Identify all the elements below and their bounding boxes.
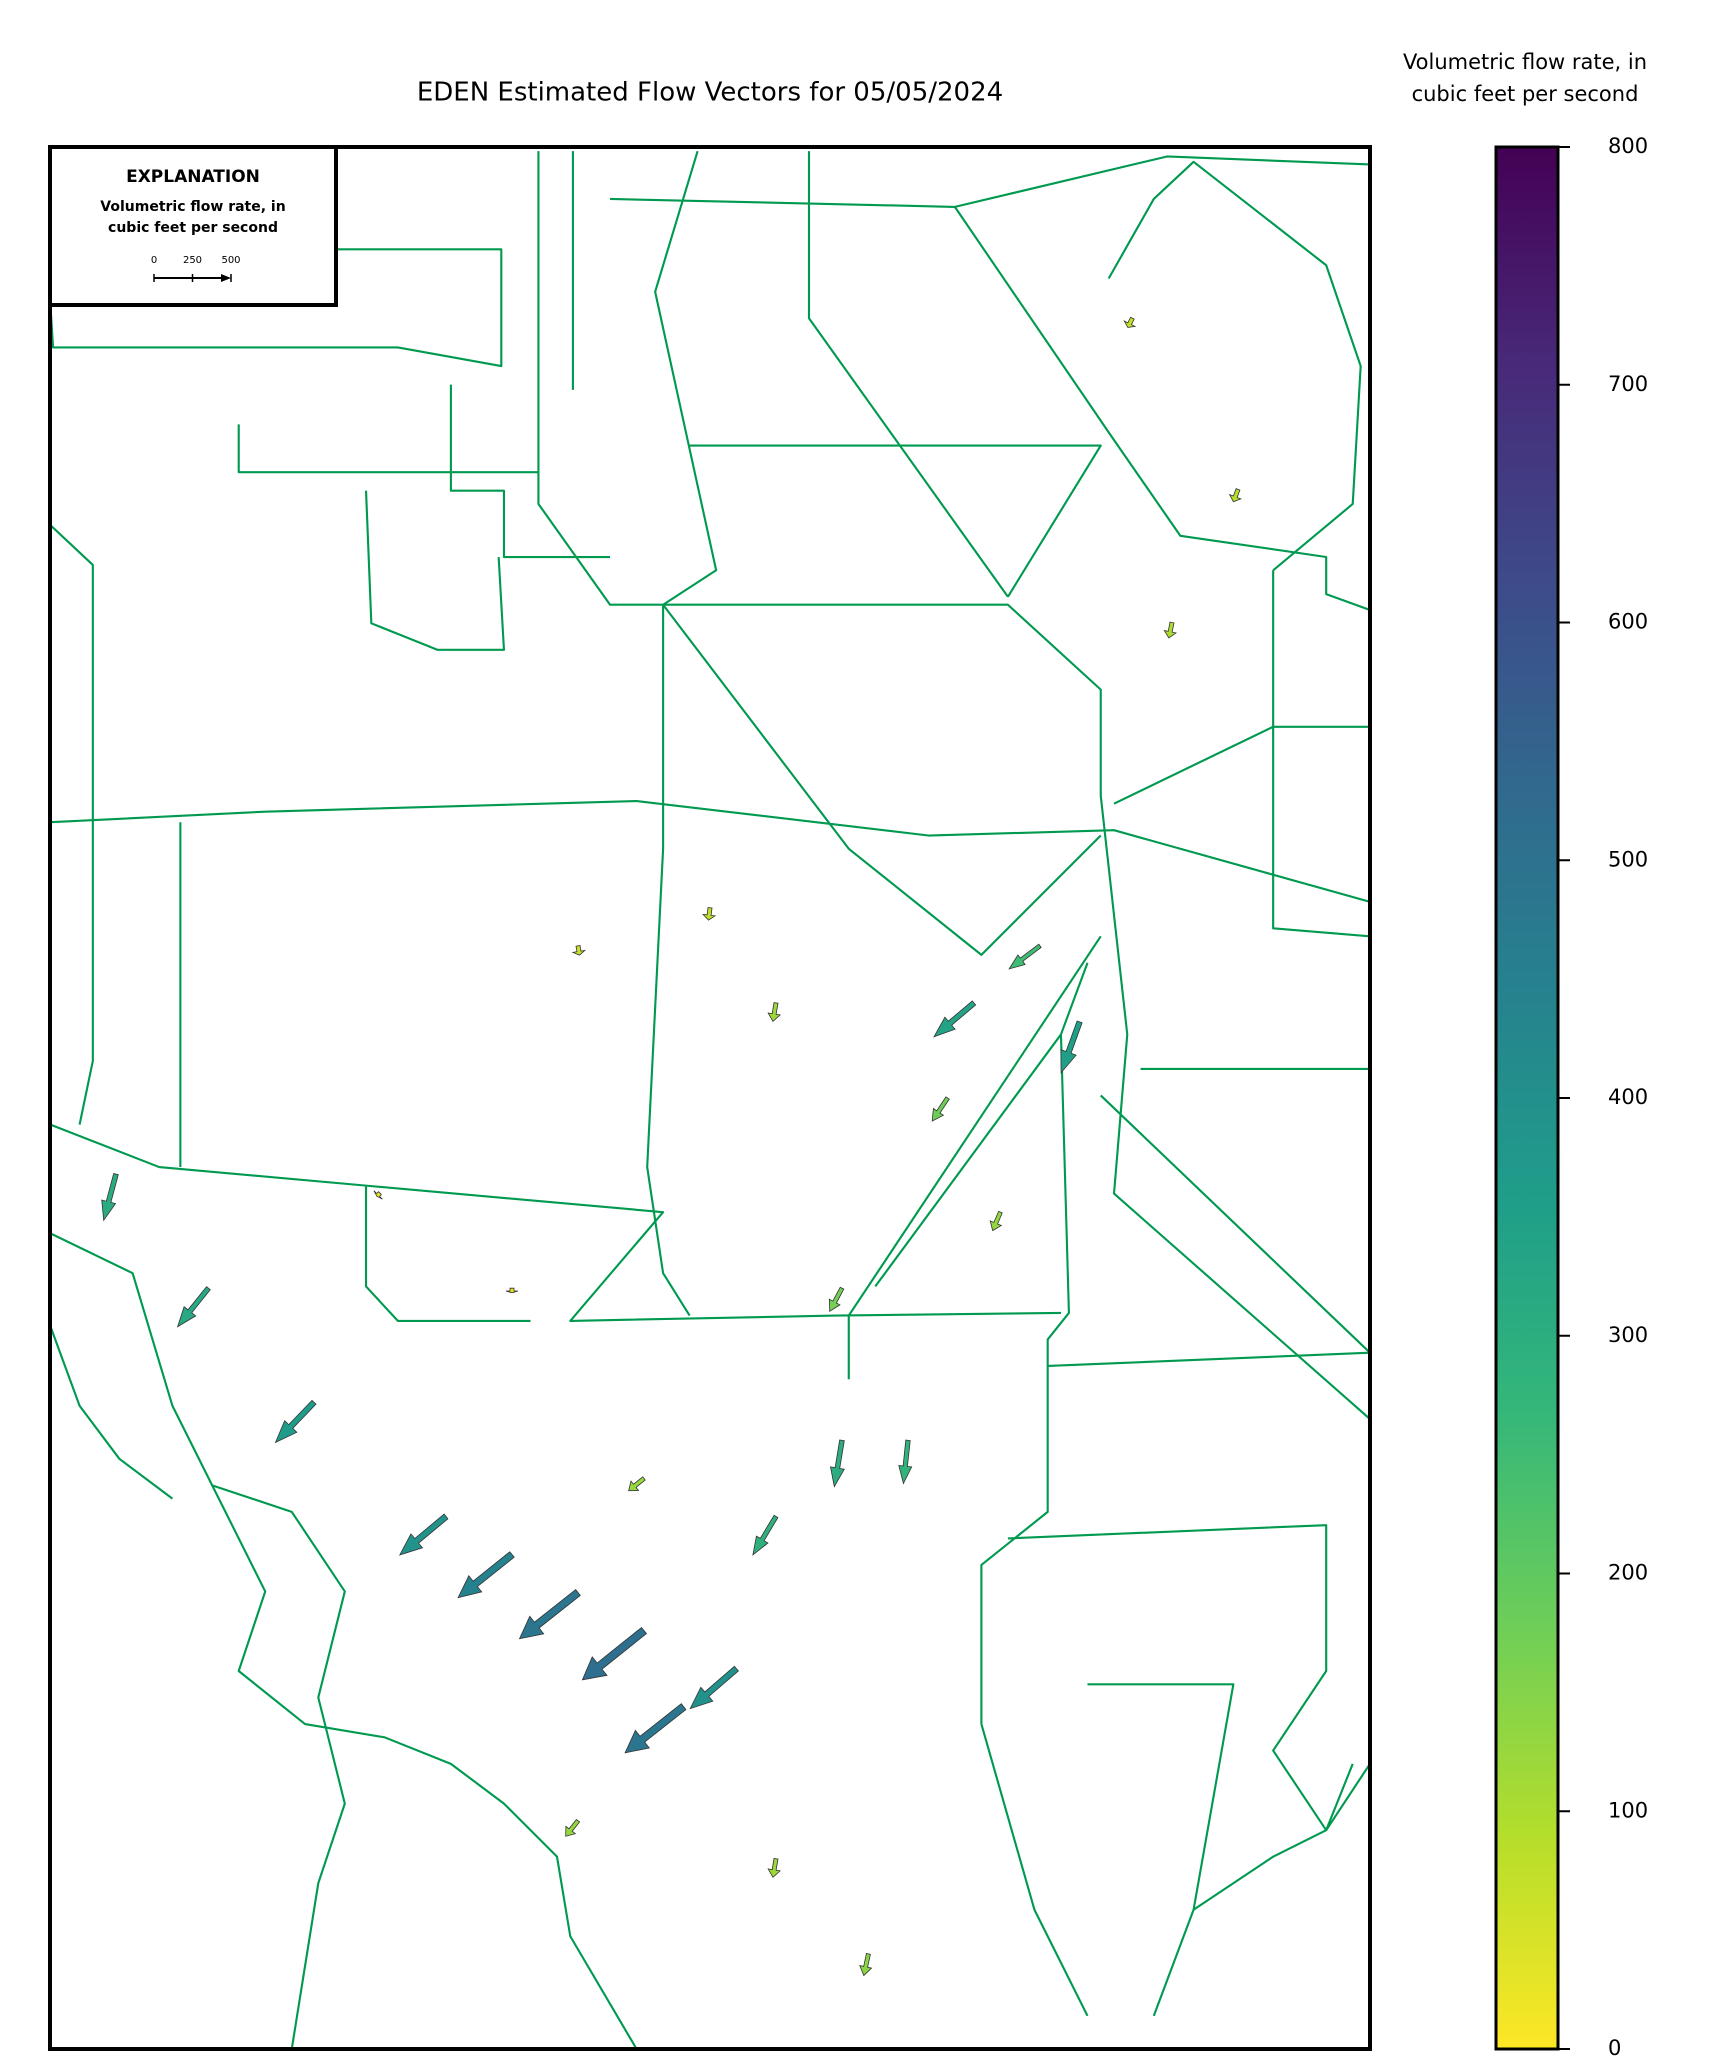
- flow-vector: [1008, 943, 1042, 970]
- explanation-title: EXPLANATION: [126, 167, 260, 187]
- colorbar-tick-label: 300: [1608, 1323, 1648, 1347]
- flow-vector: [898, 1439, 913, 1485]
- flow-vector: [571, 945, 587, 956]
- colorbar-tick-label: 0: [1608, 2036, 1621, 2060]
- colorbar-tick-label: 600: [1608, 610, 1648, 634]
- colorbar-tick-label: 200: [1608, 1561, 1648, 1585]
- flow-vector: [828, 1286, 845, 1313]
- colorbar-tick-label: 500: [1608, 847, 1648, 871]
- flow-vector: [274, 1399, 317, 1444]
- flow-vector: [829, 1439, 845, 1488]
- flow-vector: [101, 1173, 119, 1222]
- flow-vector: [624, 1703, 687, 1754]
- flow-vector: [176, 1286, 211, 1328]
- colorbar-tick-label: 100: [1608, 1798, 1648, 1822]
- flow-vector: [518, 1589, 581, 1640]
- map-frame: [48, 145, 1372, 2051]
- flow-vector: [581, 1626, 648, 1681]
- map-features: [50, 150, 1370, 2049]
- colorbar: [1494, 145, 1560, 2051]
- flow-vector: [1123, 316, 1137, 328]
- vector-layer: [101, 316, 1242, 1977]
- flow-vector: [859, 1953, 873, 1977]
- flow-vector: [989, 1210, 1003, 1232]
- flow-vector: [933, 1000, 977, 1038]
- flow-vector: [1163, 621, 1177, 639]
- colorbar-tick-label: 700: [1608, 372, 1648, 396]
- chart-title: EDEN Estimated Flow Vectors for 05/05/20…: [417, 78, 1003, 108]
- flow-vector: [767, 1002, 781, 1023]
- flow-vector: [628, 1476, 646, 1492]
- explanation-label: Volumetric flow rate, in: [100, 199, 285, 215]
- flow-vector: [373, 1190, 383, 1200]
- flow-vector: [702, 907, 717, 921]
- flow-vector: [505, 1287, 519, 1294]
- flow-vector: [1228, 488, 1242, 503]
- flow-vector: [752, 1514, 779, 1556]
- flow-vector: [398, 1513, 449, 1556]
- flow-vector: [931, 1096, 950, 1122]
- flow-vector: [565, 1818, 581, 1837]
- flow-vector: [689, 1665, 739, 1710]
- colorbar-tick-label: 400: [1608, 1085, 1648, 1109]
- flow-vector: [1060, 1020, 1083, 1074]
- explanation-label: cubic feet per second: [108, 220, 278, 236]
- colorbar-label: cubic feet per second: [1412, 82, 1639, 106]
- key-tick-label: 250: [183, 255, 202, 266]
- key-tick-label: 500: [221, 255, 240, 266]
- colorbar-label: Volumetric flow rate, in: [1403, 50, 1647, 74]
- key-arrow-head: [221, 274, 231, 282]
- flow-vector: [767, 1858, 781, 1878]
- key-tick-label: 0: [151, 255, 157, 266]
- colorbar-tick-label: 800: [1608, 134, 1648, 158]
- flow-vector: [457, 1551, 515, 1599]
